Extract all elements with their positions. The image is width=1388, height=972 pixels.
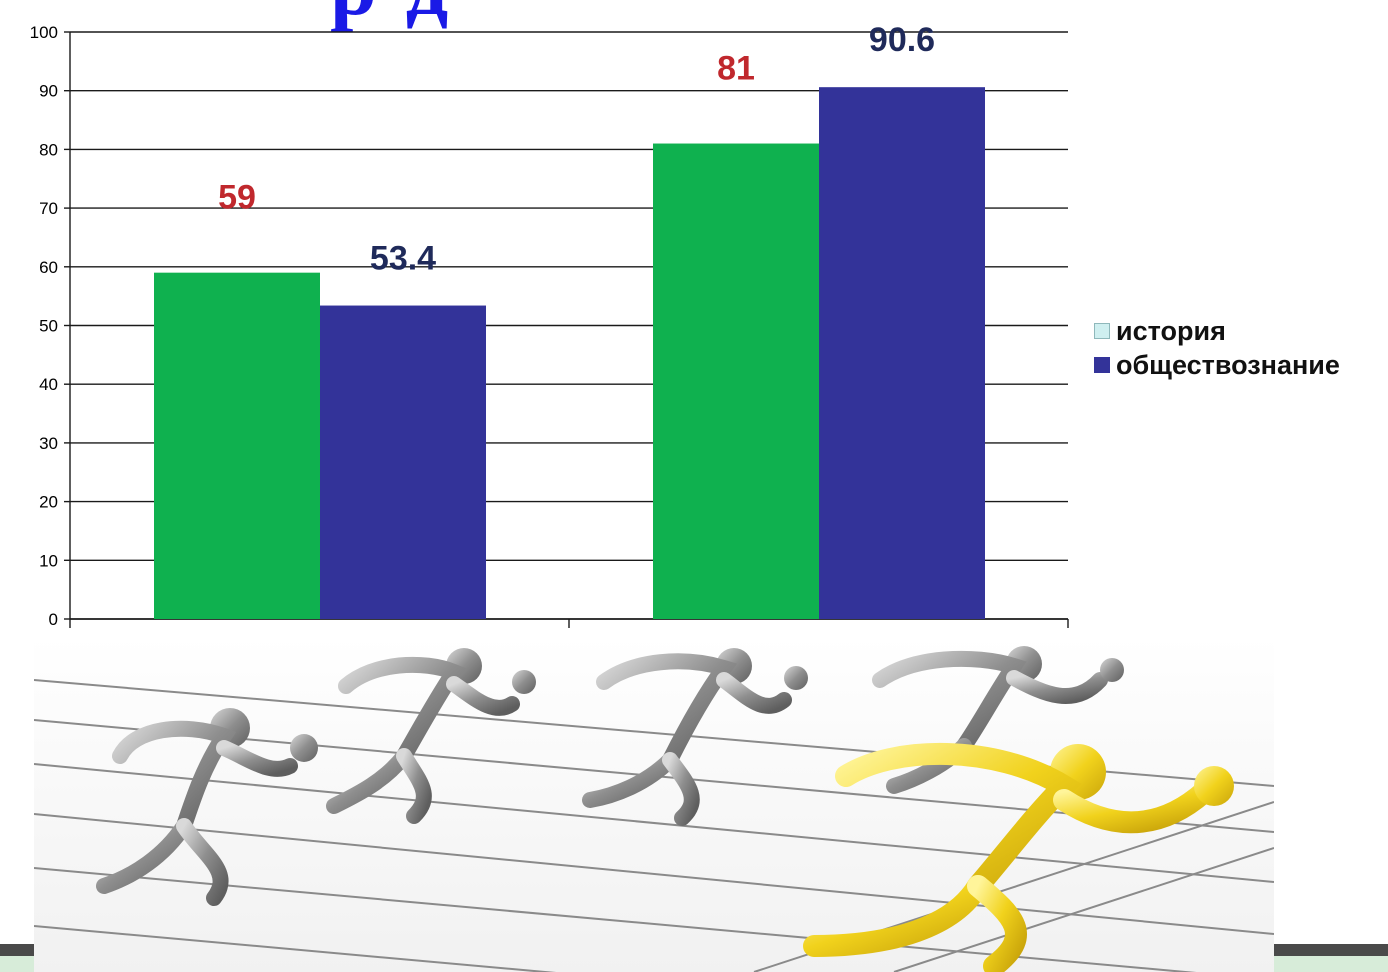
data-label: 59 bbox=[218, 179, 256, 217]
y-tick-label: 10 bbox=[39, 551, 58, 570]
legend-item-society: обществознание bbox=[1094, 348, 1340, 382]
y-tick-label: 70 bbox=[39, 199, 58, 218]
title-fragment: р д bbox=[330, 0, 452, 35]
y-tick-label: 40 bbox=[39, 375, 58, 394]
data-label: 81 bbox=[717, 50, 755, 88]
bar-обществознание-кач-во bbox=[320, 305, 486, 619]
legend-swatch-history bbox=[1094, 323, 1110, 339]
legend-label-history: история bbox=[1116, 315, 1226, 346]
runner-2 bbox=[326, 648, 536, 824]
legend-label-society: обществознание bbox=[1116, 349, 1340, 380]
gray-runners bbox=[96, 646, 1124, 906]
data-label: 90.6 bbox=[869, 21, 935, 59]
y-tick-label: 20 bbox=[39, 493, 58, 512]
y-tick-label: 50 bbox=[39, 317, 58, 336]
runner-3 bbox=[582, 648, 808, 826]
bar-обществознание-усп-ть bbox=[819, 87, 985, 620]
y-tick-label: 30 bbox=[39, 434, 58, 453]
runners-icon bbox=[34, 636, 1274, 972]
chart-legend: история обществознание bbox=[1094, 314, 1340, 382]
y-tick-label: 90 bbox=[39, 82, 58, 101]
data-label: 53.4 bbox=[370, 240, 436, 278]
bar-история-усп-ть bbox=[653, 143, 819, 619]
y-tick-label: 60 bbox=[39, 258, 58, 277]
legend-swatch-society bbox=[1094, 357, 1110, 373]
bar-история-кач-во bbox=[154, 272, 320, 619]
y-tick-label: 0 bbox=[49, 610, 58, 629]
y-tick-label: 100 bbox=[30, 23, 58, 42]
legend-item-history: история bbox=[1094, 314, 1340, 348]
y-tick-label: 80 bbox=[39, 140, 58, 159]
gold-runner bbox=[803, 743, 1234, 972]
runner-1 bbox=[96, 708, 318, 906]
